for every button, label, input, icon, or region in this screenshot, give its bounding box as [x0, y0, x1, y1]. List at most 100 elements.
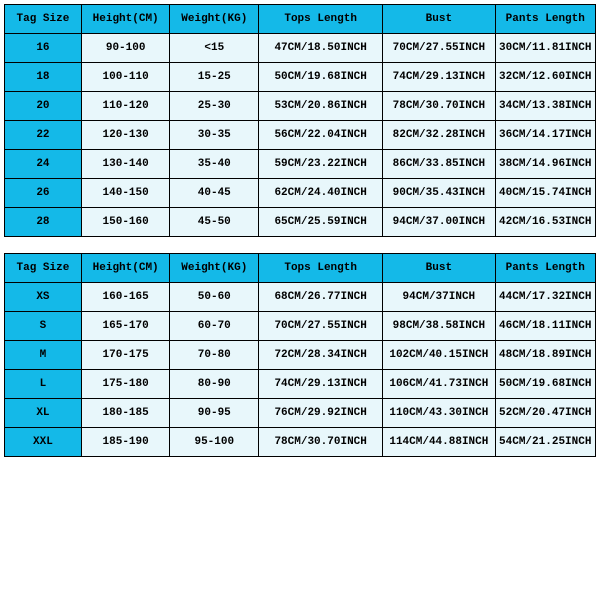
cell-weight: 70-80	[170, 341, 259, 370]
header-tops: Tops Length	[259, 254, 383, 283]
cell-bust: 78CM/30.70INCH	[383, 92, 495, 121]
table-row: 20110-12025-3053CM/20.86INCH78CM/30.70IN…	[5, 92, 596, 121]
cell-tag: S	[5, 312, 82, 341]
cell-bust: 106CM/41.73INCH	[383, 370, 495, 399]
header-weight: Weight(KG)	[170, 5, 259, 34]
cell-tag: XS	[5, 283, 82, 312]
cell-pants: 44CM/17.32INCH	[495, 283, 596, 312]
cell-pants: 54CM/21.25INCH	[495, 428, 596, 457]
cell-weight: 80-90	[170, 370, 259, 399]
cell-pants: 34CM/13.38INCH	[495, 92, 596, 121]
table-row: 1690-100<1547CM/18.50INCH70CM/27.55INCH3…	[5, 34, 596, 63]
cell-weight: 50-60	[170, 283, 259, 312]
cell-weight: 40-45	[170, 179, 259, 208]
cell-pants: 50CM/19.68INCH	[495, 370, 596, 399]
table-row: 28150-16045-5065CM/25.59INCH94CM/37.00IN…	[5, 208, 596, 237]
cell-weight: 95-100	[170, 428, 259, 457]
header-height: Height(CM)	[81, 5, 170, 34]
cell-tops: 74CM/29.13INCH	[259, 370, 383, 399]
cell-bust: 94CM/37INCH	[383, 283, 495, 312]
header-tag: Tag Size	[5, 254, 82, 283]
table-row: L175-18080-9074CM/29.13INCH106CM/41.73IN…	[5, 370, 596, 399]
cell-bust: 82CM/32.28INCH	[383, 121, 495, 150]
cell-weight: 45-50	[170, 208, 259, 237]
cell-height: 150-160	[81, 208, 170, 237]
cell-pants: 36CM/14.17INCH	[495, 121, 596, 150]
cell-tops: 76CM/29.92INCH	[259, 399, 383, 428]
cell-height: 170-175	[81, 341, 170, 370]
header-pants: Pants Length	[495, 5, 596, 34]
cell-pants: 46CM/18.11INCH	[495, 312, 596, 341]
cell-weight: 15-25	[170, 63, 259, 92]
cell-pants: 42CM/16.53INCH	[495, 208, 596, 237]
cell-bust: 98CM/38.58INCH	[383, 312, 495, 341]
cell-tops: 59CM/23.22INCH	[259, 150, 383, 179]
cell-height: 90-100	[81, 34, 170, 63]
cell-tops: 47CM/18.50INCH	[259, 34, 383, 63]
cell-weight: 30-35	[170, 121, 259, 150]
cell-tag: 20	[5, 92, 82, 121]
cell-tag: 28	[5, 208, 82, 237]
cell-bust: 114CM/44.88INCH	[383, 428, 495, 457]
cell-tag: 16	[5, 34, 82, 63]
cell-tag: L	[5, 370, 82, 399]
cell-pants: 38CM/14.96INCH	[495, 150, 596, 179]
cell-height: 180-185	[81, 399, 170, 428]
size-table-1: Tag SizeHeight(CM)Weight(KG)Tops LengthB…	[4, 253, 596, 457]
cell-height: 175-180	[81, 370, 170, 399]
cell-tops: 78CM/30.70INCH	[259, 428, 383, 457]
header-pants: Pants Length	[495, 254, 596, 283]
cell-bust: 90CM/35.43INCH	[383, 179, 495, 208]
size-table-0: Tag SizeHeight(CM)Weight(KG)Tops LengthB…	[4, 4, 596, 237]
cell-tops: 68CM/26.77INCH	[259, 283, 383, 312]
cell-bust: 102CM/40.15INCH	[383, 341, 495, 370]
cell-bust: 110CM/43.30INCH	[383, 399, 495, 428]
table-row: 18100-11015-2550CM/19.68INCH74CM/29.13IN…	[5, 63, 596, 92]
table-row: XXL185-19095-10078CM/30.70INCH114CM/44.8…	[5, 428, 596, 457]
cell-height: 130-140	[81, 150, 170, 179]
cell-tag: 18	[5, 63, 82, 92]
cell-height: 185-190	[81, 428, 170, 457]
header-height: Height(CM)	[81, 254, 170, 283]
cell-pants: 30CM/11.81INCH	[495, 34, 596, 63]
table-row: XS160-16550-6068CM/26.77INCH94CM/37INCH4…	[5, 283, 596, 312]
cell-pants: 32CM/12.60INCH	[495, 63, 596, 92]
header-bust: Bust	[383, 5, 495, 34]
table-row: 24130-14035-4059CM/23.22INCH86CM/33.85IN…	[5, 150, 596, 179]
cell-tag: 22	[5, 121, 82, 150]
header-row: Tag SizeHeight(CM)Weight(KG)Tops LengthB…	[5, 254, 596, 283]
cell-bust: 70CM/27.55INCH	[383, 34, 495, 63]
cell-height: 160-165	[81, 283, 170, 312]
table-row: M170-17570-8072CM/28.34INCH102CM/40.15IN…	[5, 341, 596, 370]
cell-height: 140-150	[81, 179, 170, 208]
cell-height: 100-110	[81, 63, 170, 92]
cell-tag: XL	[5, 399, 82, 428]
cell-height: 110-120	[81, 92, 170, 121]
cell-tag: 26	[5, 179, 82, 208]
cell-weight: 25-30	[170, 92, 259, 121]
table-row: 26140-15040-4562CM/24.40INCH90CM/35.43IN…	[5, 179, 596, 208]
cell-tops: 70CM/27.55INCH	[259, 312, 383, 341]
cell-tops: 65CM/25.59INCH	[259, 208, 383, 237]
cell-bust: 86CM/33.85INCH	[383, 150, 495, 179]
cell-bust: 94CM/37.00INCH	[383, 208, 495, 237]
table-gap	[4, 237, 596, 253]
table-row: XL180-18590-9576CM/29.92INCH110CM/43.30I…	[5, 399, 596, 428]
cell-weight: 90-95	[170, 399, 259, 428]
table-row: S165-17060-7070CM/27.55INCH98CM/38.58INC…	[5, 312, 596, 341]
table-row: 22120-13030-3556CM/22.04INCH82CM/32.28IN…	[5, 121, 596, 150]
cell-pants: 48CM/18.89INCH	[495, 341, 596, 370]
cell-tag: 24	[5, 150, 82, 179]
cell-height: 165-170	[81, 312, 170, 341]
cell-tops: 62CM/24.40INCH	[259, 179, 383, 208]
header-weight: Weight(KG)	[170, 254, 259, 283]
size-chart-container: Tag SizeHeight(CM)Weight(KG)Tops LengthB…	[4, 4, 596, 457]
cell-weight: <15	[170, 34, 259, 63]
cell-height: 120-130	[81, 121, 170, 150]
cell-tops: 53CM/20.86INCH	[259, 92, 383, 121]
header-tag: Tag Size	[5, 5, 82, 34]
cell-tag: XXL	[5, 428, 82, 457]
header-bust: Bust	[383, 254, 495, 283]
cell-tag: M	[5, 341, 82, 370]
cell-tops: 56CM/22.04INCH	[259, 121, 383, 150]
